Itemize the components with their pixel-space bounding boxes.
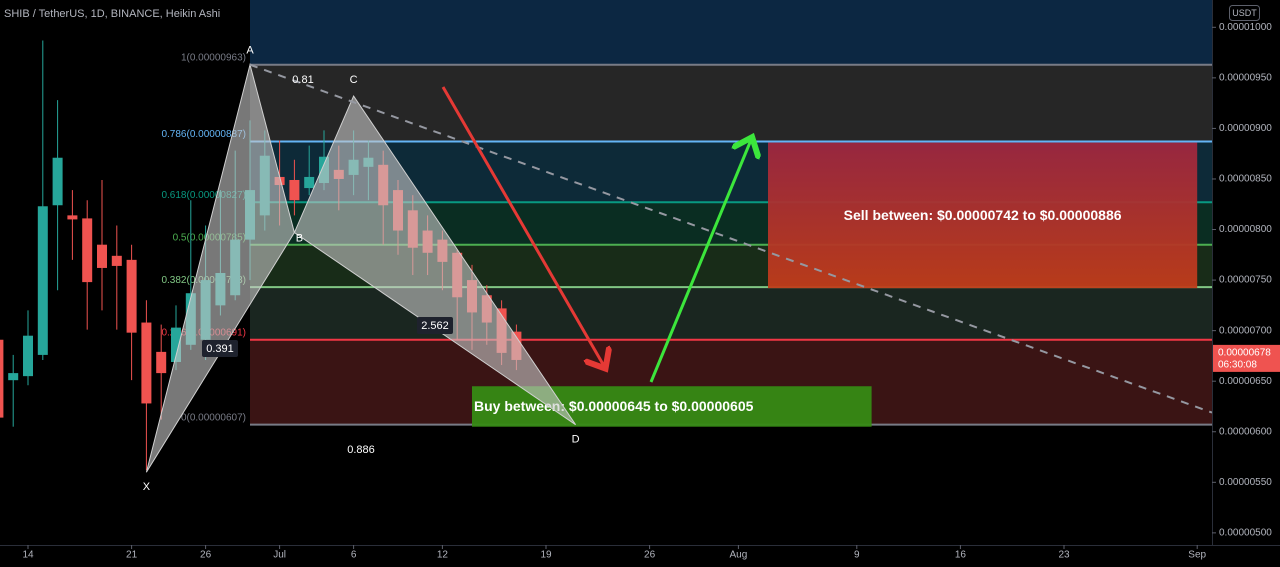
- pattern-point-label: X: [143, 481, 151, 493]
- candle-body: [37, 206, 48, 355]
- plot-area: 1(0.00000963) 0.786(0.00000887) 0.618(0.00…: [0, 0, 1213, 493]
- ratio-label: 2.562: [421, 320, 449, 332]
- ratio-label: 0.391: [206, 343, 234, 355]
- candle-body: [141, 322, 152, 404]
- pattern-point-label: C: [350, 74, 358, 86]
- y-tick-label: 0.00000950: [1219, 72, 1272, 83]
- x-tick-label: Aug: [730, 550, 748, 561]
- candle-body: [82, 218, 93, 283]
- y-tick-label: 0.00000750: [1219, 275, 1272, 286]
- x-tick-label: 14: [22, 550, 34, 561]
- currency-box: [1229, 5, 1260, 21]
- candle-body: [0, 339, 4, 418]
- zone-label: Buy between: $0.00000645 to $0.00000605: [474, 398, 754, 414]
- last-price-box: [1213, 344, 1280, 372]
- x-tick-label: 9: [854, 550, 860, 561]
- fib-label: 1(0.00000963): [181, 52, 246, 63]
- x-tick-label: Jul: [273, 550, 286, 561]
- currency: USDT: [1232, 8, 1257, 18]
- candle-body: [126, 259, 137, 333]
- y-tick-label: 0.00000900: [1219, 123, 1272, 134]
- x-tick-label: 16: [955, 550, 967, 561]
- ratio-label: 0.81: [292, 74, 313, 86]
- pattern-point-label: A: [246, 45, 254, 57]
- chart-title: SHIB / TetherUS, 1D, BINANCE, Heikin Ash…: [4, 8, 220, 20]
- fib-label: 0.618(0.00000827): [161, 190, 246, 201]
- arrow: [441, 86, 604, 366]
- candle-body: [171, 327, 181, 362]
- ratio-label: 0.886: [347, 444, 375, 456]
- y-tick-label: 0.00000600: [1219, 426, 1272, 437]
- x-tick-label: 26: [644, 550, 656, 561]
- x-tick-label: 23: [1058, 550, 1070, 561]
- pattern-point-label: D: [572, 434, 580, 446]
- y-tick-label: 0.00000800: [1219, 224, 1272, 235]
- trendline: [249, 63, 1213, 414]
- arrow: [649, 140, 751, 383]
- x-tick-label: 19: [540, 550, 552, 561]
- candle-body: [8, 373, 19, 381]
- ratio-box: [417, 317, 453, 334]
- candle-body: [111, 255, 122, 266]
- countdown-label: 06:30:08: [1218, 360, 1257, 371]
- fib-extension-band: [250, 0, 1212, 65]
- pattern-point-label: B: [296, 232, 303, 244]
- y-tick-label: 0.00000700: [1219, 325, 1272, 336]
- price-zone: [768, 142, 1198, 289]
- ratio-box: [202, 340, 238, 357]
- zone-label: Sell between: $0.00000742 to $0.00000886: [844, 207, 1122, 223]
- fib-label: 0(0.00000607): [181, 412, 246, 423]
- fib-band: [250, 64, 1212, 142]
- x-tick-label: 26: [200, 550, 212, 561]
- y-tick-label: 0.00000650: [1219, 376, 1272, 387]
- candle-body: [52, 157, 63, 206]
- fib-label: 0.786(0.00000887): [161, 129, 246, 140]
- candle-body: [67, 215, 78, 220]
- x-tick-label: 21: [126, 550, 138, 561]
- y-tick-label: 0.00000500: [1219, 528, 1272, 539]
- candle-body: [304, 176, 315, 189]
- y-tick-label: 0.00000850: [1219, 174, 1272, 185]
- x-tick-label: 6: [351, 550, 357, 561]
- x-tick-label: Sep: [1188, 550, 1206, 561]
- candle-body: [97, 244, 107, 268]
- last-price-label: 0.00000678: [1218, 348, 1271, 359]
- y-tick-label: 0.00000550: [1219, 477, 1272, 488]
- y-tick-label: 0.00001000: [1219, 22, 1272, 33]
- candle-body: [289, 179, 300, 201]
- candle-body: [23, 335, 33, 377]
- x-tick-label: 12: [437, 550, 449, 561]
- candle-body: [156, 351, 167, 374]
